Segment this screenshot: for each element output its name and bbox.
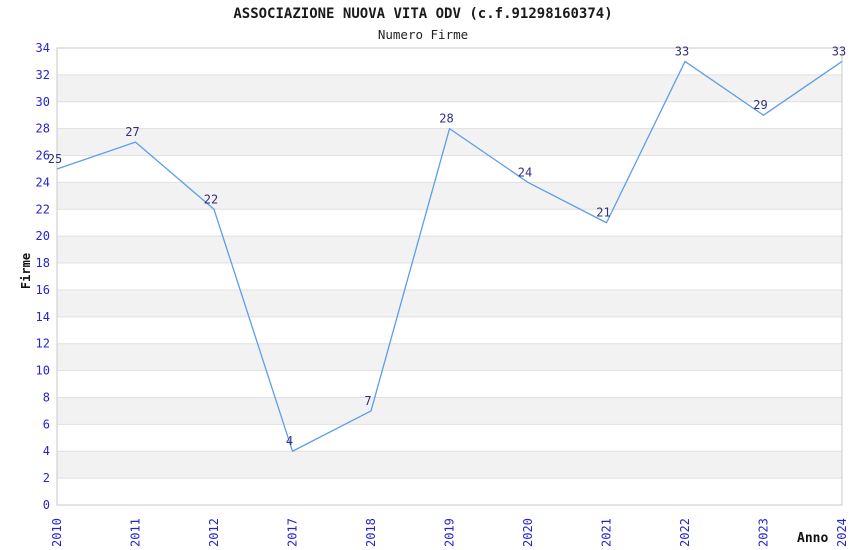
y-tick-label: 22: [36, 202, 50, 216]
y-tick-label: 28: [36, 122, 50, 136]
grid-band: [57, 128, 842, 156]
data-point-label: 22: [204, 192, 218, 206]
x-tick-label: 2020: [521, 518, 535, 547]
data-point-label: 33: [675, 44, 689, 58]
data-point-label: 24: [518, 165, 532, 179]
y-tick-label: 18: [36, 256, 50, 270]
data-line: [56, 60, 843, 452]
y-tick-label: 20: [36, 229, 50, 243]
x-tick-label: 2021: [600, 518, 614, 547]
x-tick-label: 2024: [835, 518, 849, 547]
x-tick-label: 2017: [286, 518, 300, 547]
x-tick-label: 2023: [757, 518, 771, 547]
y-tick-label: 0: [43, 498, 50, 512]
y-tick-label: 34: [36, 41, 50, 55]
grid-band: [57, 236, 842, 264]
x-axis-title: Anno: [797, 531, 829, 546]
plot-border: [56, 47, 843, 506]
grid-band: [57, 397, 842, 425]
data-point-label: 7: [364, 394, 371, 408]
data-point-label: 29: [753, 98, 767, 112]
y-tick-label: 6: [43, 417, 50, 431]
x-tick-label: 2010: [50, 518, 64, 547]
x-tick-label: 2011: [129, 518, 143, 547]
data-point-label: 21: [596, 206, 610, 220]
grid-band: [57, 182, 842, 210]
data-point-label: 4: [286, 434, 293, 448]
x-tick-label: 2012: [207, 518, 221, 547]
y-tick-label: 26: [36, 149, 50, 163]
grid-band: [57, 343, 842, 371]
y-tick-label: 32: [36, 68, 50, 82]
y-axis-title: Firme: [19, 252, 33, 290]
y-tick-label: 12: [36, 337, 50, 351]
data-point-label: 25: [48, 152, 62, 166]
x-tick-label: 2022: [678, 518, 692, 547]
y-tick-label: 10: [36, 364, 50, 378]
data-point-label: 28: [439, 112, 453, 126]
y-tick-label: 30: [36, 95, 50, 109]
y-tick-label: 24: [36, 175, 50, 189]
y-tick-label: 8: [43, 390, 50, 404]
y-tick-label: 4: [43, 444, 50, 458]
data-point-label: 33: [832, 44, 846, 58]
chart-title: ASSOCIAZIONE NUOVA VITA ODV (c.f.9129816…: [233, 6, 613, 22]
y-tick-label: 16: [36, 283, 50, 297]
grid-band: [57, 451, 842, 479]
x-tick-label: 2019: [443, 518, 457, 547]
y-tick-label: 2: [43, 471, 50, 485]
chart-subtitle: Numero Firme: [377, 27, 469, 42]
data-point-label: 27: [125, 125, 139, 139]
x-tick-label: 2018: [364, 518, 378, 547]
y-tick-label: 14: [36, 310, 50, 324]
grid-band: [57, 289, 842, 317]
